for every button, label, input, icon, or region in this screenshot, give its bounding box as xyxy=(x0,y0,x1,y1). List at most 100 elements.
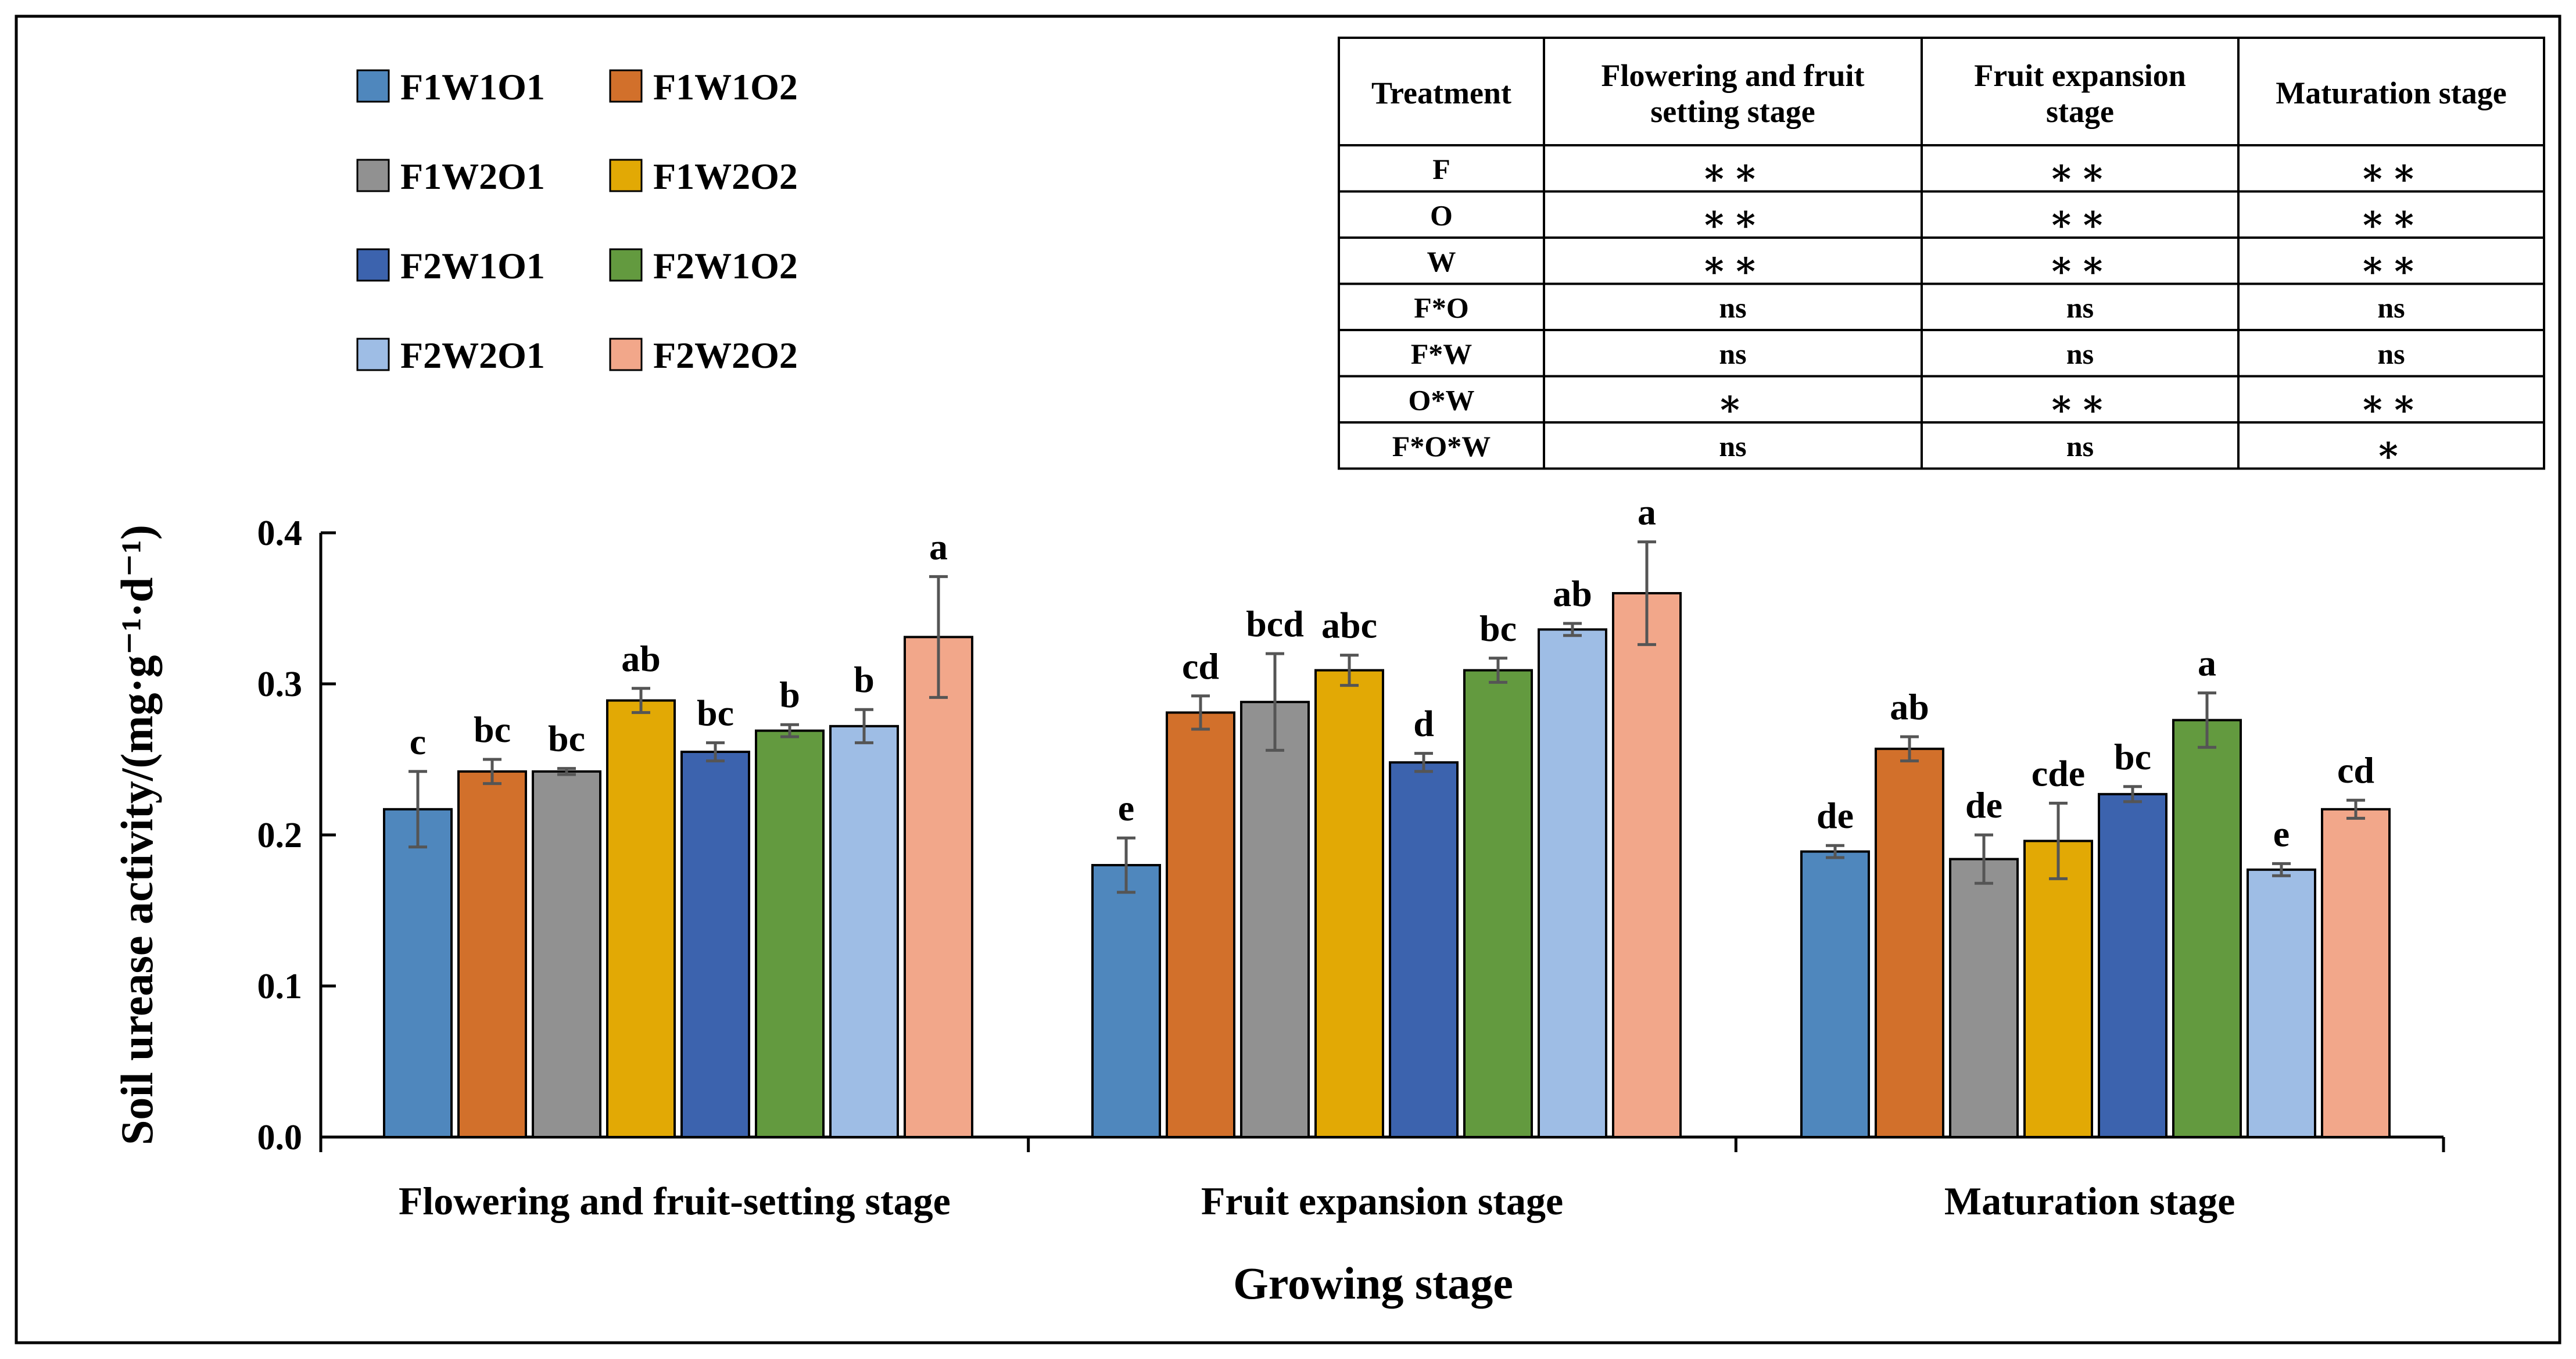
significance-letter: bc xyxy=(1479,608,1517,649)
significance-letter: ab xyxy=(621,638,661,679)
x-category-label: Flowering and fruit-setting stage xyxy=(399,1179,951,1223)
table-cell: F*O*W xyxy=(1392,430,1491,462)
legend-swatch xyxy=(609,69,643,103)
significance-letter: b xyxy=(854,659,875,700)
table-cell: ∗ xyxy=(2376,429,2407,470)
significance-letter: bc xyxy=(548,718,585,759)
significance-letter: abc xyxy=(1321,605,1377,646)
table-cell: ns xyxy=(1719,338,1746,370)
table-cell: ∗∗ xyxy=(1701,152,1764,193)
y-tick-label: 0.0 xyxy=(257,1118,303,1157)
table-cell: ∗∗ xyxy=(2048,244,2111,285)
legend-label: F1W2O2 xyxy=(653,156,798,197)
x-axis-title: Growing stage xyxy=(1233,1258,1513,1308)
table-cell: ∗∗ xyxy=(2360,152,2423,193)
table-cell: ∗∗ xyxy=(2048,152,2111,193)
significance-table: Treatment Flowering and fruit setting stag… xyxy=(1338,37,2545,470)
y-tick-label: 0.2 xyxy=(257,816,303,855)
bar-F2W2O2-1 xyxy=(1612,592,1682,1138)
table-cell: ∗∗ xyxy=(2048,198,2111,239)
table-cell: ∗∗ xyxy=(2360,244,2423,285)
bar-F2W1O2-1 xyxy=(1463,669,1533,1138)
legend-item-F1W1O2: F1W1O2 xyxy=(609,66,798,107)
table-header-0: Treatment xyxy=(1371,76,1511,110)
bar-F2W2O2-2 xyxy=(2321,808,2391,1139)
legend-swatch xyxy=(609,159,643,192)
bar-F2W1O2-0 xyxy=(755,729,825,1138)
significance-letter: bc xyxy=(697,692,734,733)
significance-letter: cde xyxy=(2032,752,2085,794)
significance-letter: a xyxy=(1638,492,1656,533)
legend-swatch xyxy=(356,248,390,282)
bar-F1W1O1-0 xyxy=(383,808,453,1139)
bar-F2W2O2-0 xyxy=(904,636,973,1138)
bar-F1W2O2-1 xyxy=(1314,669,1384,1138)
table-cell: O xyxy=(1430,199,1453,231)
table-border xyxy=(1338,37,2545,470)
legend-item-F2W1O2: F2W1O2 xyxy=(609,245,798,286)
table-cell: ns xyxy=(2066,338,2094,370)
legend-label: F1W1O2 xyxy=(653,66,798,107)
significance-letter: a xyxy=(929,526,948,567)
bar-F2W1O1-0 xyxy=(680,751,750,1138)
bar-F1W2O2-0 xyxy=(606,699,676,1138)
significance-letter: ab xyxy=(1890,686,1929,727)
bar-F1W2O1-2 xyxy=(1949,858,2019,1138)
legend-item-F1W1O1: F1W1O1 xyxy=(356,66,545,107)
table-cell: ns xyxy=(2066,430,2094,462)
significance-letter: e xyxy=(1118,787,1134,829)
bar-F2W2O1-0 xyxy=(829,725,899,1139)
table-header-1: Flowering and fruit setting stage xyxy=(1602,58,1865,129)
table-cell: ∗∗ xyxy=(1701,244,1764,285)
bar-F1W1O2-1 xyxy=(1166,711,1235,1138)
bar-F1W2O1-1 xyxy=(1240,701,1310,1138)
legend-item-F2W1O1: F2W1O1 xyxy=(356,245,545,286)
table-cell: ∗∗ xyxy=(2360,198,2423,239)
bar-F2W2O1-2 xyxy=(2247,868,2316,1139)
legend-swatch xyxy=(356,338,390,371)
table-header-3: Maturation stage xyxy=(2276,76,2506,110)
bar-F1W1O2-2 xyxy=(1875,747,1944,1139)
legend-item-F1W2O2: F1W2O2 xyxy=(609,156,798,197)
legend-label: F2W1O1 xyxy=(400,245,545,286)
significance-letter: de xyxy=(1965,784,2002,826)
bar-F1W2O2-2 xyxy=(2023,840,2093,1139)
legend-swatch xyxy=(356,69,390,103)
bar-F2W1O1-2 xyxy=(2098,793,2167,1139)
significance-letter: cd xyxy=(1182,646,1219,687)
significance-letter: de xyxy=(1817,795,1854,836)
table-cell: ns xyxy=(2377,291,2405,324)
bar-F1W2O1-0 xyxy=(532,770,601,1139)
table-cell: F*W xyxy=(1411,338,1472,370)
legend-label: F2W2O2 xyxy=(653,335,798,376)
significance-letter: d xyxy=(1413,703,1434,744)
legend-label: F1W1O1 xyxy=(400,66,545,107)
table-cell: F*O xyxy=(1414,291,1468,324)
bar-F1W1O2-0 xyxy=(457,770,527,1139)
legend-swatch xyxy=(609,248,643,282)
table-cell: F xyxy=(1432,153,1450,185)
x-category-label: Fruit expansion stage xyxy=(1201,1179,1563,1223)
legend-item-F1W2O1: F1W2O1 xyxy=(356,156,545,197)
y-axis-title: Soil urease activity/(mg·g⁻¹·d⁻¹) xyxy=(112,525,162,1145)
table-cell: ns xyxy=(1719,430,1746,462)
significance-letter: c xyxy=(410,721,426,762)
bar-F2W1O1-1 xyxy=(1389,761,1459,1138)
significance-letter: bc xyxy=(2114,736,2151,777)
table-cell: W xyxy=(1427,245,1456,278)
table-cell: ∗∗ xyxy=(2360,382,2423,424)
table-cell: ns xyxy=(2377,338,2405,370)
legend-label: F2W1O2 xyxy=(653,245,798,286)
table-cell: ∗ xyxy=(1717,382,1749,424)
significance-letter: cd xyxy=(2337,750,2374,791)
significance-letter: b xyxy=(779,674,800,715)
y-tick-label: 0.3 xyxy=(257,665,303,704)
legend-item-F2W2O2: F2W2O2 xyxy=(609,335,798,376)
legend-label: F2W2O1 xyxy=(400,335,545,376)
legend-swatch xyxy=(356,159,390,192)
table-header-2: Fruit expansion stage xyxy=(1974,58,2186,129)
y-tick-label: 0.1 xyxy=(257,967,303,1006)
significance-letter: bc xyxy=(474,709,511,750)
